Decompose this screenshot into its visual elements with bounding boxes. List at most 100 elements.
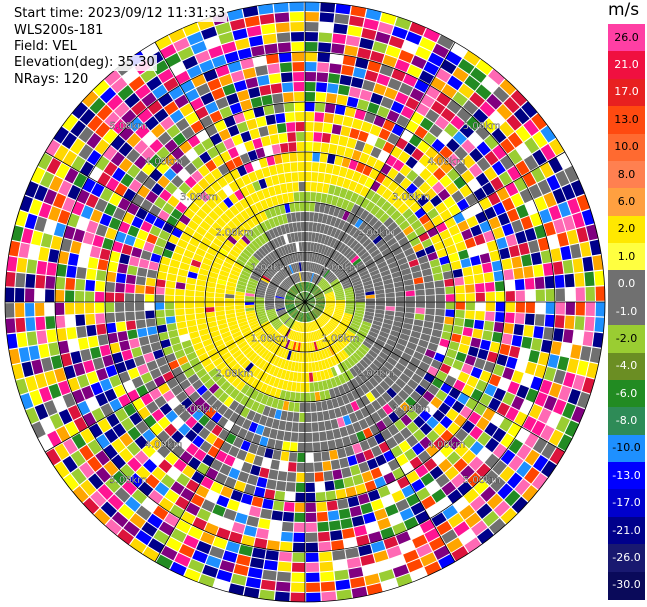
radar-gate bbox=[521, 101, 538, 118]
radar-gate bbox=[513, 267, 524, 280]
radar-gate bbox=[278, 325, 286, 334]
radar-gate bbox=[324, 103, 336, 114]
radar-gate bbox=[259, 589, 275, 601]
radar-gate bbox=[165, 309, 175, 317]
radar-gate bbox=[107, 332, 119, 344]
radar-gate bbox=[192, 550, 208, 564]
radar-gate bbox=[288, 319, 295, 328]
radar-gate bbox=[272, 227, 280, 238]
radar-gate bbox=[217, 416, 229, 428]
radar-gate bbox=[50, 355, 63, 370]
azimuth-spoke bbox=[304, 301, 566, 453]
radar-gate bbox=[351, 277, 361, 284]
radar-gate bbox=[206, 281, 216, 288]
radar-gate bbox=[345, 168, 355, 180]
radar-gate bbox=[335, 579, 351, 591]
radar-gate bbox=[273, 333, 281, 343]
radar-gate bbox=[349, 325, 359, 332]
radar-gate bbox=[256, 403, 266, 415]
radar-gate bbox=[523, 266, 534, 279]
radar-gate bbox=[128, 256, 140, 267]
radar-gate bbox=[276, 123, 287, 134]
radar-gate bbox=[64, 167, 79, 184]
radar-gate bbox=[326, 500, 338, 511]
radar-gate bbox=[282, 193, 289, 204]
radar-gate bbox=[260, 277, 270, 284]
radar-gate bbox=[311, 342, 316, 352]
radar-gate bbox=[468, 163, 483, 178]
radar-gate bbox=[435, 287, 445, 295]
radar-gate bbox=[40, 233, 53, 248]
radar-gate bbox=[278, 311, 287, 317]
radar-gate bbox=[95, 280, 106, 292]
radar-gate bbox=[73, 228, 86, 243]
radar-gate bbox=[371, 445, 383, 458]
radar-gate bbox=[212, 504, 226, 517]
radar-gate bbox=[398, 440, 411, 453]
colorbar-tick-label: 17.0 bbox=[614, 85, 639, 99]
radar-gate bbox=[179, 450, 193, 464]
radar-gate bbox=[258, 359, 267, 370]
radar-gate bbox=[540, 250, 552, 264]
radar-gate bbox=[274, 490, 286, 501]
radar-gate bbox=[230, 424, 241, 436]
radar-gate bbox=[396, 476, 410, 489]
radar-gate bbox=[419, 422, 433, 436]
radar-gate bbox=[263, 145, 274, 157]
radar-gate bbox=[183, 208, 196, 220]
radar-gate bbox=[237, 280, 247, 287]
radar-gate bbox=[370, 388, 381, 399]
radar-gate bbox=[229, 400, 240, 412]
radar-gate bbox=[201, 499, 216, 513]
radar-gate bbox=[329, 63, 342, 74]
radar-gate bbox=[334, 407, 343, 418]
radar-gate bbox=[336, 176, 345, 187]
radar-gate bbox=[176, 473, 191, 487]
radar-gate bbox=[299, 282, 303, 292]
radar-gate bbox=[365, 305, 375, 310]
radar-gate bbox=[305, 12, 320, 22]
radar-gate bbox=[332, 165, 341, 176]
radar-gate bbox=[209, 546, 225, 559]
radar-gate bbox=[314, 462, 323, 472]
radar-gate bbox=[345, 345, 355, 354]
radar-gate bbox=[297, 452, 305, 462]
radar-gate bbox=[157, 416, 171, 430]
radar-gate bbox=[356, 362, 366, 372]
radar-gate bbox=[223, 369, 234, 380]
radar-gate bbox=[77, 400, 91, 416]
radar-gate bbox=[333, 114, 344, 125]
radar-gate bbox=[90, 209, 103, 223]
radar-gate bbox=[355, 298, 365, 302]
radar-gate bbox=[278, 287, 287, 293]
radar-gate bbox=[565, 302, 575, 316]
radar-gate bbox=[155, 237, 167, 248]
radar-gate bbox=[85, 279, 96, 291]
radar-gate bbox=[208, 325, 219, 333]
radar-gate bbox=[323, 348, 330, 358]
radar-gate bbox=[349, 505, 362, 518]
radar-gate bbox=[244, 264, 254, 272]
radar-gate bbox=[339, 338, 348, 347]
radar-gate bbox=[5, 318, 16, 334]
radar-gate bbox=[289, 243, 295, 253]
radar-gate bbox=[366, 366, 376, 377]
radar-gate bbox=[298, 294, 305, 302]
start-time-text: Start time: 2023/09/12 11:31:33 bbox=[12, 6, 228, 22]
radar-gate bbox=[307, 322, 310, 332]
radar-gate bbox=[185, 148, 199, 162]
radar-gate bbox=[71, 433, 87, 450]
radar-gate bbox=[354, 140, 366, 152]
radar-gate bbox=[275, 302, 285, 304]
radar-gate bbox=[359, 186, 370, 197]
radar-gate bbox=[199, 151, 212, 164]
radar-gate bbox=[425, 288, 435, 296]
radar-gate bbox=[323, 369, 330, 380]
radar-gate bbox=[319, 12, 335, 23]
radar-gate bbox=[284, 255, 291, 265]
radar-gate bbox=[314, 330, 320, 340]
radar-gate bbox=[442, 270, 454, 280]
radar-gate bbox=[116, 273, 127, 284]
radar-gate bbox=[514, 411, 528, 427]
radar-gate bbox=[464, 75, 481, 91]
